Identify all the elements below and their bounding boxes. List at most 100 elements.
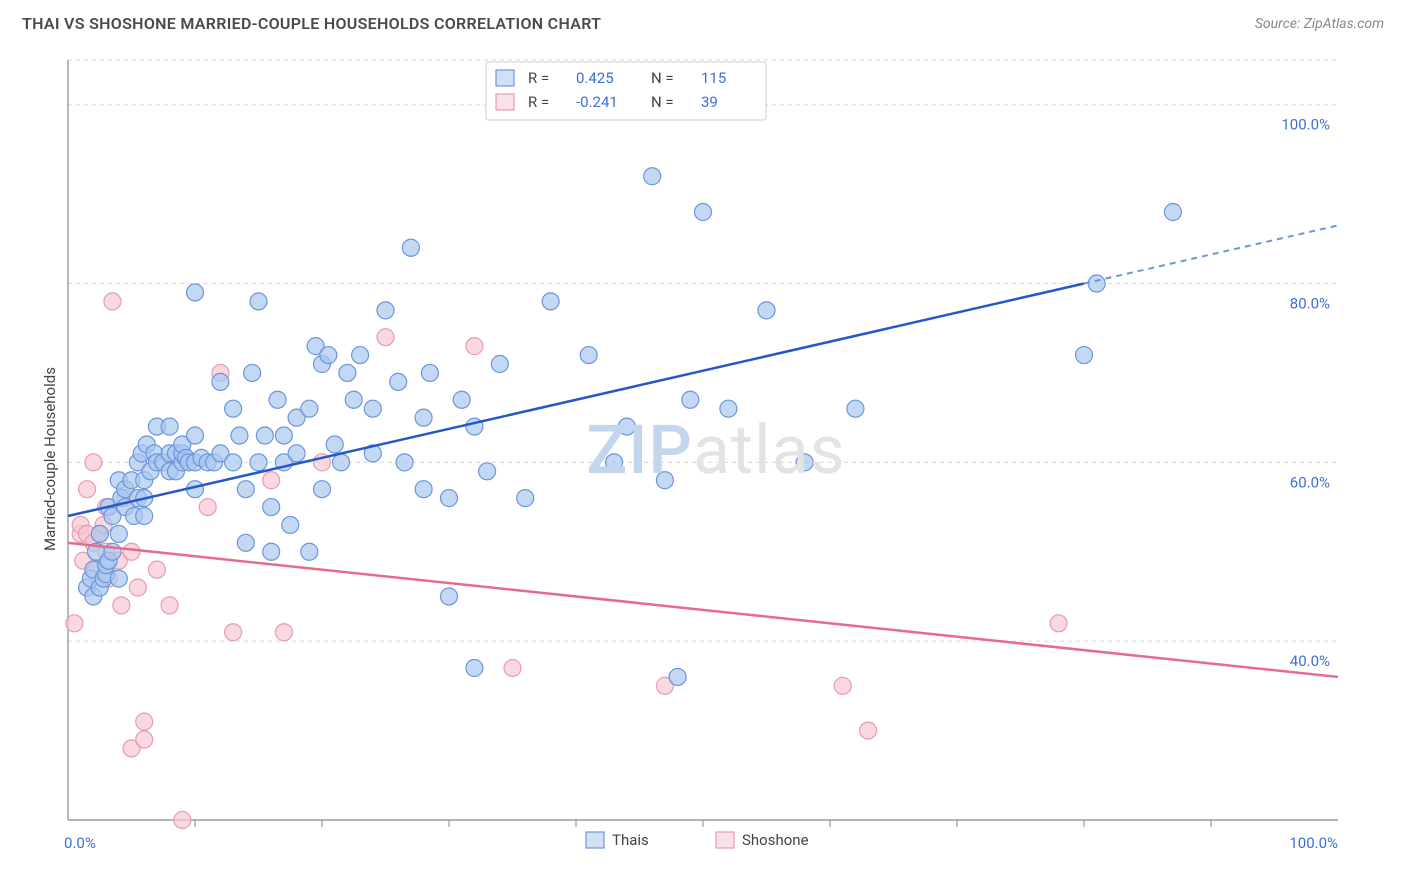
data-point (148, 561, 165, 578)
data-point (580, 347, 597, 364)
data-point (352, 347, 369, 364)
data-point (314, 481, 331, 498)
data-point (282, 516, 299, 533)
data-point (113, 597, 130, 614)
data-point (174, 812, 191, 829)
legend-r-label: R = (528, 93, 549, 111)
x-tick-label: 0.0% (64, 834, 96, 852)
data-point (479, 463, 496, 480)
y-tick-label: 100.0% (1281, 116, 1330, 134)
data-point (466, 338, 483, 355)
legend-n-label: N = (651, 69, 674, 87)
data-point (225, 624, 242, 641)
data-point (396, 454, 413, 471)
data-point (263, 499, 280, 516)
data-point (263, 543, 280, 560)
data-point (618, 418, 635, 435)
trend-line-shoshone (68, 543, 1338, 677)
data-point (66, 615, 83, 632)
chart-container: Married-couple Households ZIPatlas 40.0%… (46, 50, 1386, 850)
data-point (161, 597, 178, 614)
data-point (390, 373, 407, 390)
data-point (860, 722, 877, 739)
data-point (421, 364, 438, 381)
data-point (244, 364, 261, 381)
data-point (364, 400, 381, 417)
legend-swatch (716, 832, 734, 848)
data-point (415, 481, 432, 498)
data-point (231, 427, 248, 444)
data-point (606, 454, 623, 471)
legend-swatch (496, 70, 514, 86)
data-point (187, 427, 204, 444)
trend-line-thais-extrap (1084, 225, 1338, 283)
data-point (225, 400, 242, 417)
legend-series-label: Shoshone (742, 831, 809, 849)
data-point (301, 543, 318, 560)
data-point (237, 481, 254, 498)
data-point (345, 391, 362, 408)
data-point (834, 677, 851, 694)
data-point (136, 713, 153, 730)
y-tick-label: 60.0% (1290, 473, 1330, 491)
data-point (263, 472, 280, 489)
data-point (758, 302, 775, 319)
legend-r-value: 0.425 (576, 69, 614, 87)
legend-r-label: R = (528, 69, 549, 87)
data-point (301, 400, 318, 417)
y-axis-label: Married-couple Households (41, 367, 59, 551)
data-point (402, 239, 419, 256)
data-point (225, 454, 242, 471)
data-point (136, 508, 153, 525)
data-point (136, 731, 153, 748)
data-point (212, 373, 229, 390)
data-point (453, 391, 470, 408)
data-point (339, 364, 356, 381)
source-label: Source: ZipAtlas.com (1255, 16, 1384, 32)
data-point (269, 391, 286, 408)
data-point (720, 400, 737, 417)
data-point (1076, 347, 1093, 364)
data-point (847, 400, 864, 417)
data-point (377, 302, 394, 319)
data-point (1088, 275, 1105, 292)
data-point (275, 624, 292, 641)
data-point (110, 525, 127, 542)
legend-swatch (586, 832, 604, 848)
data-point (275, 427, 292, 444)
data-point (326, 436, 343, 453)
scatter-chart: 40.0%60.0%80.0%100.0%0.0%100.0%R =0.425N… (46, 50, 1386, 860)
data-point (237, 534, 254, 551)
data-point (415, 409, 432, 426)
data-point (441, 490, 458, 507)
legend-n-value: 115 (701, 69, 726, 87)
data-point (161, 418, 178, 435)
data-point (104, 293, 121, 310)
data-point (1164, 204, 1181, 221)
trend-line-thais (68, 284, 1084, 516)
data-point (187, 284, 204, 301)
data-point (682, 391, 699, 408)
data-point (517, 490, 534, 507)
data-point (1050, 615, 1067, 632)
data-point (504, 660, 521, 677)
legend-swatch (496, 94, 514, 110)
data-point (91, 525, 108, 542)
x-tick-label: 100.0% (1289, 834, 1338, 852)
data-point (441, 588, 458, 605)
data-point (250, 293, 267, 310)
data-point (695, 204, 712, 221)
data-point (129, 579, 146, 596)
data-point (85, 454, 102, 471)
data-point (656, 472, 673, 489)
y-tick-label: 80.0% (1290, 295, 1330, 313)
data-point (333, 454, 350, 471)
data-point (256, 427, 273, 444)
chart-title: THAI VS SHOSHONE MARRIED-COUPLE HOUSEHOL… (22, 14, 601, 33)
data-point (123, 543, 140, 560)
data-point (320, 347, 337, 364)
legend-r-value: -0.241 (576, 93, 618, 111)
legend-n-value: 39 (701, 93, 718, 111)
legend-n-label: N = (651, 93, 674, 111)
data-point (491, 356, 508, 373)
